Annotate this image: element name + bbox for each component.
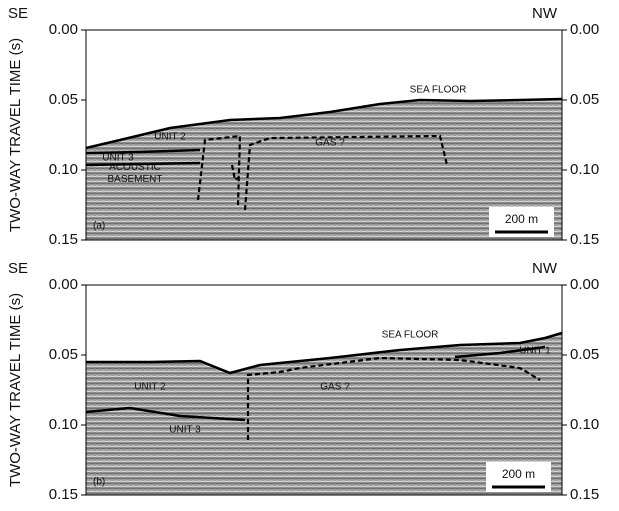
y-tick-label-right: 0.00 [570,21,599,38]
direction-left: SE [8,260,28,277]
direction-right: NW [532,260,558,277]
y-tick-label-right: 0.05 [570,346,599,363]
y-tick-label: 0.00 [49,276,78,293]
annotation: SEA FLOOR [410,85,467,96]
y-tick-label: 0.05 [49,346,78,363]
annotation: UNIT 1 [519,346,551,357]
annotation: ACOUSTIC BASEMENT [95,162,175,192]
annotation-text: ACOUSTIC BASEMENT [105,162,165,186]
y-tick-label-right: 0.05 [570,91,599,108]
annotation: GAS ? [315,138,345,149]
figure: 0.00 0.00 0.05 0.05 0.10 0.10 0.15 0.15 SE NW TWO-… [0,0,619,506]
panel-id: (b) [93,477,105,488]
scale-label: 200 m [502,467,535,481]
y-tick-label-right: 0.10 [570,416,599,433]
y-tick-label: 0.15 [49,231,78,248]
y-axis-label: TWO-WAY TRAVEL TIME (s) [7,293,24,487]
annotation: UNIT 2 [134,382,166,393]
y-tick-label: 0.15 [49,486,78,503]
annotation: UNIT 2 [154,132,186,143]
annotation: UNIT 3 [169,425,201,436]
y-axis-label: TWO-WAY TRAVEL TIME (s) [7,38,24,232]
y-tick-label: 0.10 [49,161,78,178]
y-tick-label-right: 0.15 [570,231,599,248]
y-tick-label: 0.10 [49,416,78,433]
scale-label: 200 m [505,212,538,226]
y-tick-label: 0.00 [49,21,78,38]
panel-id: (a) [93,221,105,232]
y-tick-label-right: 0.00 [570,276,599,293]
annotation: GAS ? [320,382,350,393]
direction-right: NW [532,5,558,22]
y-tick-label-right: 0.15 [570,486,599,503]
annotation: SEA FLOOR [382,330,439,341]
direction-left: SE [8,5,28,22]
y-tick-label-right: 0.10 [570,161,599,178]
y-tick-label: 0.05 [49,91,78,108]
